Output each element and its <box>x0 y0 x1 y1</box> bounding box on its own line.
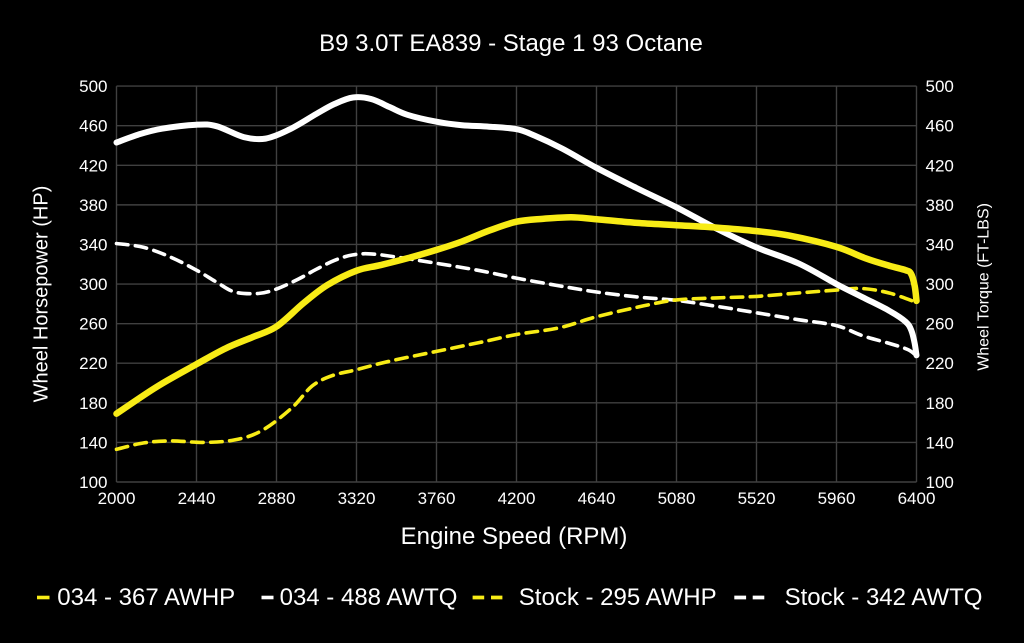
svg-text:Engine Speed (RPM): Engine Speed (RPM) <box>401 523 628 550</box>
svg-text:5080: 5080 <box>658 489 696 508</box>
svg-text:380: 380 <box>79 196 107 215</box>
svg-text:6400: 6400 <box>898 489 936 508</box>
svg-text:340: 340 <box>79 236 107 255</box>
svg-text:180: 180 <box>926 394 954 413</box>
svg-text:460: 460 <box>79 117 107 136</box>
svg-text:460: 460 <box>926 117 954 136</box>
svg-text:420: 420 <box>79 156 107 175</box>
svg-text:034 - 488 AWTQ: 034 - 488 AWTQ <box>280 584 458 611</box>
svg-text:260: 260 <box>79 315 107 334</box>
svg-text:300: 300 <box>926 275 954 294</box>
svg-text:B9 3.0T EA839 - Stage 1 93 Oct: B9 3.0T EA839 - Stage 1 93 Octane <box>319 30 703 57</box>
svg-text:2000: 2000 <box>98 489 136 508</box>
svg-text:140: 140 <box>79 433 107 452</box>
svg-text:420: 420 <box>926 156 954 175</box>
svg-text:220: 220 <box>79 354 107 373</box>
svg-text:Wheel Torque (FT-LBS): Wheel Torque (FT-LBS) <box>976 203 993 371</box>
svg-text:2440: 2440 <box>178 489 216 508</box>
svg-text:260: 260 <box>926 315 954 334</box>
svg-text:Stock - 295 AWHP: Stock - 295 AWHP <box>519 584 717 611</box>
svg-text:500: 500 <box>926 77 954 96</box>
svg-text:5960: 5960 <box>818 489 856 508</box>
svg-text:100: 100 <box>926 473 954 492</box>
svg-text:Wheel Horsepower (HP): Wheel Horsepower (HP) <box>31 186 53 403</box>
svg-text:380: 380 <box>926 196 954 215</box>
svg-text:100: 100 <box>79 473 107 492</box>
svg-text:500: 500 <box>79 77 107 96</box>
svg-text:4200: 4200 <box>498 489 536 508</box>
svg-text:220: 220 <box>926 354 954 373</box>
svg-text:140: 140 <box>926 433 954 452</box>
svg-text:034 - 367 AWHP: 034 - 367 AWHP <box>57 584 235 611</box>
svg-text:180: 180 <box>79 394 107 413</box>
svg-text:Stock - 342 AWTQ: Stock - 342 AWTQ <box>785 584 983 611</box>
svg-text:3320: 3320 <box>338 489 376 508</box>
svg-text:3760: 3760 <box>418 489 456 508</box>
svg-text:5520: 5520 <box>738 489 776 508</box>
svg-text:4640: 4640 <box>578 489 616 508</box>
svg-text:2880: 2880 <box>258 489 296 508</box>
svg-text:300: 300 <box>79 275 107 294</box>
svg-text:340: 340 <box>926 236 954 255</box>
